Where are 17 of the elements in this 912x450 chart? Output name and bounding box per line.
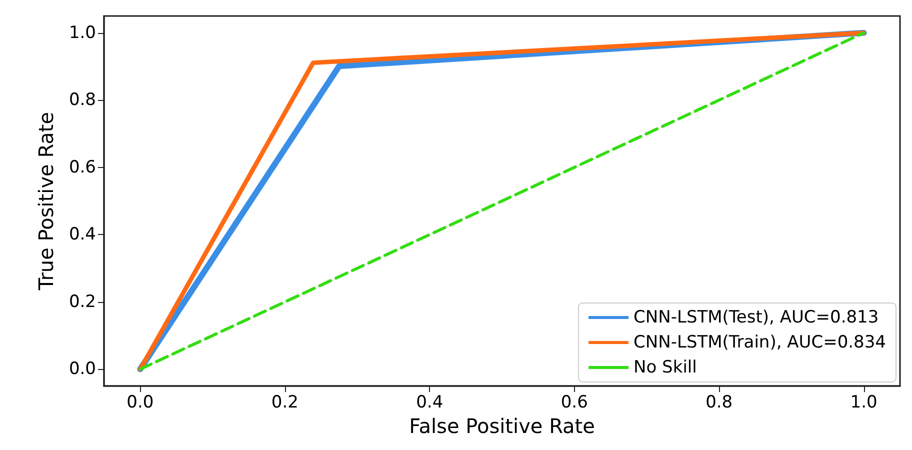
y-tick-label: 0.0	[68, 359, 96, 380]
legend-label: CNN-LSTM(Test), AUC=0.813	[634, 308, 879, 328]
x-tick-label: 0.6	[560, 392, 588, 412]
x-tick-label: 0.8	[706, 392, 733, 412]
x-tick-label: 0.0	[126, 392, 154, 412]
y-tick-label: 0.2	[68, 292, 96, 312]
x-tick-label: 0.4	[416, 392, 444, 412]
y-tick-label: 0.6	[68, 157, 96, 178]
x-tick-label: 0.2	[271, 392, 298, 412]
x-tick-label: 1.0	[850, 392, 878, 412]
y-tick-label: 1.0	[68, 22, 96, 43]
y-tick-label: 0.4	[68, 224, 96, 245]
legend-label: No Skill	[634, 358, 697, 378]
legend-label: CNN-LSTM(Train), AUC=0.834	[634, 332, 886, 352]
y-tick-label: 0.8	[68, 90, 96, 110]
x-axis-title: False Positive Rate	[409, 414, 595, 438]
y-axis-title: True Positive Rate	[34, 112, 58, 292]
